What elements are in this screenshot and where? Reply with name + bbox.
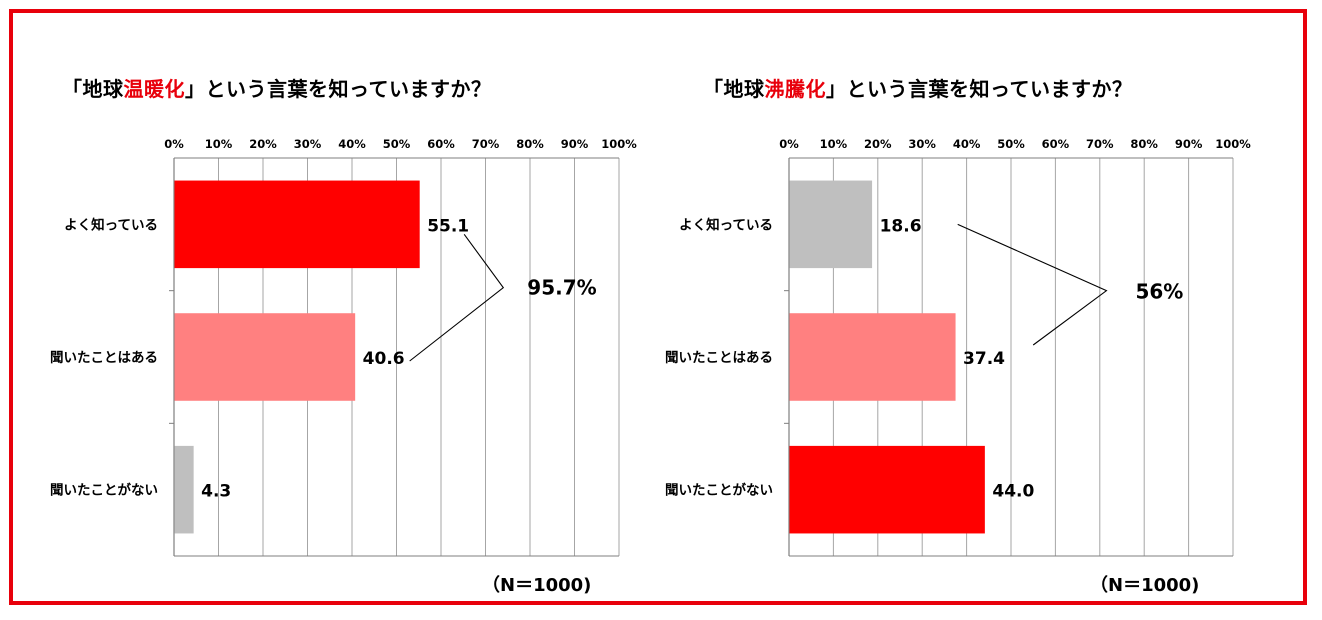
sum-label: 56% xyxy=(1135,280,1183,304)
chart-1-title-part-3: 」という言葉を知っていますか？ xyxy=(185,77,492,101)
sum-label: 95.7% xyxy=(527,276,596,300)
data-label: 55.1 xyxy=(427,216,469,236)
chart-1-title: 「地球温暖化」という言葉を知っていますか？ xyxy=(62,73,492,102)
bar xyxy=(174,313,356,401)
category-label: 聞いたことがない xyxy=(665,482,773,499)
category-label: 聞いたことはある xyxy=(665,350,773,366)
x-tick-label: 40% xyxy=(953,137,981,151)
x-tick-label: 10% xyxy=(820,137,848,151)
x-tick-label: 70% xyxy=(472,137,500,151)
data-label: 44.0 xyxy=(992,482,1034,502)
x-tick-label: 100% xyxy=(1215,137,1251,151)
x-tick-label: 100% xyxy=(601,137,637,151)
chart-2-sample-size: （N＝1000) xyxy=(1090,575,1200,596)
category-label: よく知っている xyxy=(64,216,158,233)
chart-1-title-highlight: 温暖化 xyxy=(123,77,185,101)
chart-1-sample-size: （N＝1000) xyxy=(482,575,592,596)
x-tick-label: 50% xyxy=(383,137,411,151)
figure-frame xyxy=(9,9,1307,605)
bar xyxy=(789,313,956,401)
chart-2-title-part-3: 」という言葉を知っていますか？ xyxy=(826,77,1133,101)
x-tick-label: 20% xyxy=(249,137,277,151)
x-tick-label: 90% xyxy=(561,137,589,151)
x-tick-label: 30% xyxy=(908,137,936,151)
category-label: 聞いたことがない xyxy=(50,482,158,499)
category-label: よく知っている xyxy=(679,216,773,233)
chart-2-title-highlight: 沸騰化 xyxy=(764,77,826,101)
x-tick-label: 80% xyxy=(516,137,544,151)
x-tick-label: 40% xyxy=(338,137,366,151)
chart-2-title: 「地球沸騰化」という言葉を知っていますか？ xyxy=(703,73,1133,102)
x-tick-label: 90% xyxy=(1175,137,1203,151)
data-label: 37.4 xyxy=(963,349,1005,369)
x-tick-label: 70% xyxy=(1086,137,1114,151)
data-label: 18.6 xyxy=(880,216,922,236)
x-tick-label: 10% xyxy=(205,137,233,151)
x-tick-label: 80% xyxy=(1130,137,1158,151)
data-label: 40.6 xyxy=(363,349,405,369)
bar xyxy=(174,445,194,534)
x-tick-label: 50% xyxy=(997,137,1025,151)
x-tick-label: 0% xyxy=(779,137,799,151)
category-label: 聞いたことはある xyxy=(50,350,158,366)
bar xyxy=(789,445,985,534)
x-tick-label: 30% xyxy=(294,137,322,151)
sum-bracket xyxy=(409,234,505,362)
chart-1: 0% 10% 20% 30% 40% 50% 60% 70% 80% 90% 100% よく知っている… xyxy=(50,137,637,557)
sum-bracket xyxy=(957,223,1108,346)
bar xyxy=(174,180,420,269)
chart-2: 0% 10% 20% 30% 40% 50% 60% 70% 80% 90% 100% よく知っている… xyxy=(665,137,1251,557)
chart-2-title-part-1: 「地球 xyxy=(703,77,765,101)
x-tick-label: 0% xyxy=(164,137,184,151)
x-tick-label: 20% xyxy=(864,137,892,151)
chart-1-title-part-1: 「地球 xyxy=(62,77,124,101)
x-tick-label: 60% xyxy=(1042,137,1070,151)
data-label: 4.3 xyxy=(201,482,231,502)
x-tick-label: 60% xyxy=(427,137,455,151)
bar xyxy=(789,180,873,269)
